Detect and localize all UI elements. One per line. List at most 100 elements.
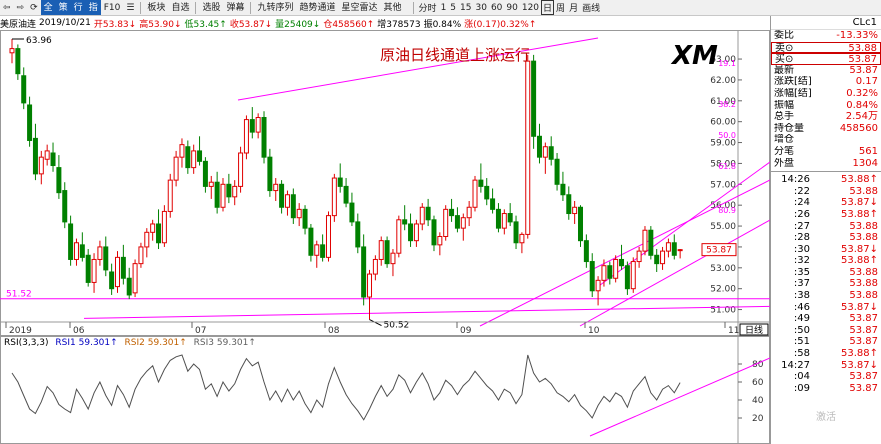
candle-body: [601, 265, 607, 281]
tab-watchlist[interactable]: 自选: [171, 2, 190, 13]
candle-body: [255, 117, 261, 133]
tab-quote[interactable]: 行: [70, 0, 86, 15]
period-60[interactable]: 60: [490, 2, 503, 13]
rsi-chart[interactable]: 80 60 40 20: [0, 336, 770, 444]
tab-stock-picker[interactable]: 选股: [202, 2, 221, 13]
low-value: 低53.45↑: [184, 19, 227, 30]
candlestick-chart[interactable]: 63.00 62.00 61.00 60.00 59.00 58.00 57.00 56.00…: [0, 30, 770, 336]
period-日[interactable]: 日: [541, 0, 555, 15]
candle-body: [425, 206, 431, 221]
candle-body: [191, 150, 197, 169]
quote-value: -13.33%: [836, 30, 878, 41]
period-月[interactable]: 月: [569, 4, 579, 14]
tab-strategy[interactable]: 策: [55, 0, 71, 15]
forward-icon[interactable]: ⇨: [16, 2, 25, 13]
instrument-name[interactable]: 美原油连: [0, 19, 37, 30]
candle-body: [27, 104, 33, 141]
quote-row: 外盘 1304: [771, 158, 881, 170]
period-30[interactable]: 30: [475, 2, 487, 13]
tick-price: 53.88: [849, 290, 878, 302]
chart-frame: [0, 30, 770, 336]
tab-bullet[interactable]: 弹幕: [226, 2, 245, 13]
period-120[interactable]: 120: [521, 2, 540, 13]
low-marker-line: [369, 319, 382, 327]
candle-body: [495, 208, 501, 229]
candle-body: [44, 150, 50, 160]
tick-row: :09 53.87: [771, 383, 881, 395]
candle-body: [331, 177, 337, 217]
candle-body: [619, 258, 625, 267]
tick-price: 53.87: [849, 371, 878, 383]
symbol-code[interactable]: CLc1: [771, 16, 881, 30]
tick-price: 53.88: [849, 220, 878, 232]
candle-body: [437, 235, 443, 246]
last-price-label: 53.87: [706, 246, 732, 256]
tick-price: 53.87: [849, 336, 878, 348]
tick-time: :38: [793, 290, 810, 302]
candle-body: [536, 135, 542, 158]
candle-body: [103, 246, 109, 271]
quote-value: 2.54万: [845, 111, 878, 123]
fib-level-label: 80.9: [718, 206, 736, 215]
tick-time: :35: [793, 266, 810, 278]
tick-time: 14:26: [781, 174, 810, 186]
tab-all[interactable]: 全: [40, 0, 56, 15]
tab-star-radar[interactable]: 星空雷达: [341, 2, 378, 13]
quote-row: 持仓量 458560: [771, 123, 881, 135]
tick-time: :58: [793, 348, 810, 360]
price-tick-label: 58.00: [710, 159, 736, 169]
period-分时[interactable]: 分时: [418, 4, 437, 14]
support-line-label: 51.52: [6, 290, 32, 300]
period-90[interactable]: 90: [506, 2, 518, 13]
candle-body: [449, 208, 455, 217]
tick-price: 53.88: [849, 278, 878, 290]
tick-time: :50: [793, 324, 810, 336]
candle-body: [109, 271, 115, 290]
period-周[interactable]: 周: [556, 4, 566, 14]
rsi1-value: RSI1 59.301↑: [55, 338, 118, 348]
candle-body: [161, 210, 167, 244]
quote-row: 卖⊙ 53.88: [771, 41, 881, 54]
candle-body: [214, 181, 220, 208]
tab-other[interactable]: 其他: [383, 2, 402, 13]
tick-time: :24: [793, 197, 810, 209]
tick-list[interactable]: 14:26 53.88↑:22 53.88:24 53.87↓:26 53.88↑:27…: [771, 174, 881, 394]
period-badge[interactable]: [739, 323, 769, 336]
candle-body: [648, 229, 654, 256]
tab-nine-turn[interactable]: 九转序列: [257, 2, 294, 13]
quote-label: 总手: [774, 111, 794, 123]
quote-label: 增仓: [774, 134, 794, 146]
period-15[interactable]: 15: [460, 2, 472, 13]
quote-row: 增仓: [771, 134, 881, 146]
candle-body: [314, 244, 320, 256]
tab-f10[interactable]: F10: [103, 2, 121, 13]
period-画线[interactable]: 画线: [582, 4, 601, 14]
candle-body: [507, 213, 513, 223]
quote-stats: 委比 -13.33% 卖⊙ 53.88 买⊙ 53.87 最新 53.87 涨跌[结] 0.17 涨…: [771, 30, 881, 169]
tab-indicator[interactable]: 指: [85, 0, 101, 15]
candle-body: [490, 198, 496, 210]
tab-sector[interactable]: 板块: [147, 2, 166, 13]
candle-body: [624, 265, 630, 290]
refresh-icon[interactable]: ⟳: [30, 2, 38, 13]
candle-body: [525, 60, 531, 235]
candle-body: [232, 185, 238, 198]
xm-logo: XM: [670, 41, 718, 71]
menu-icon[interactable]: ☰: [126, 2, 135, 13]
quote-label: 卖⊙: [775, 42, 794, 54]
candle-body: [513, 221, 519, 244]
candle-body: [62, 190, 68, 223]
change-value: 涨(0.17)0.32%↑: [464, 19, 537, 30]
tick-row: :35 53.88: [771, 267, 881, 279]
candle-body: [595, 279, 601, 292]
period-5[interactable]: 5: [450, 2, 457, 13]
tick-price: 53.88↑: [840, 208, 878, 220]
back-icon[interactable]: ⇦: [3, 2, 11, 13]
quote-label: 振幅: [774, 99, 794, 111]
quote-label: 涨幅[结]: [774, 87, 812, 99]
candle-body: [243, 119, 249, 154]
period-1[interactable]: 1: [440, 2, 447, 13]
candle-body: [566, 194, 572, 215]
candle-body: [208, 181, 214, 187]
tab-trend-channel[interactable]: 趋势通道: [299, 2, 336, 13]
